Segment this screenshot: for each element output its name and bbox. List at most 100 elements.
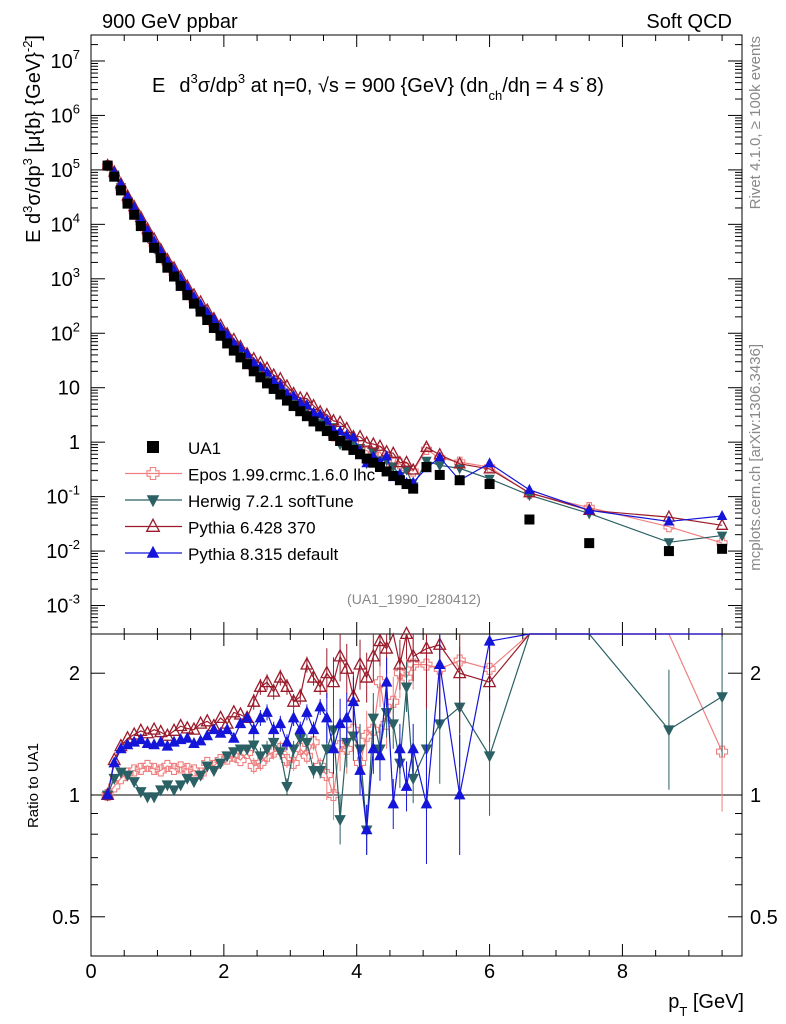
ratio-point xyxy=(273,669,288,683)
ratio-point xyxy=(387,719,400,731)
ratio-point xyxy=(108,756,121,768)
main-point xyxy=(314,408,326,419)
legend-marker xyxy=(146,495,160,508)
ratio-point xyxy=(221,723,233,735)
legend-label: Pythia 6.428 370 xyxy=(188,519,316,538)
ratio-point xyxy=(247,723,260,735)
rivet-version-label: Rivet 4.1.0, ≥ 100k events xyxy=(747,36,764,209)
ratio-point xyxy=(254,751,267,763)
ratio-point xyxy=(366,648,381,662)
ratio-point xyxy=(716,692,728,704)
ua1-point xyxy=(348,444,359,455)
y-tick-label: 10-1 xyxy=(46,483,80,509)
ratio-point xyxy=(663,725,675,737)
ratio-point xyxy=(213,709,228,724)
title-sup-3b: 3 xyxy=(238,71,245,86)
legend-marker xyxy=(146,545,160,558)
ua1-point xyxy=(388,470,399,481)
ratio-point xyxy=(208,723,220,735)
y-tick-label: 10-3 xyxy=(46,592,80,618)
ua1-point xyxy=(288,401,299,412)
main-point xyxy=(148,235,160,246)
ratio-point xyxy=(267,737,280,749)
legend-marker xyxy=(147,441,159,453)
ratio-point xyxy=(407,773,419,785)
mcplots-reference-label: mcplots.cern.ch [arXiv:1306.3436] xyxy=(747,344,764,571)
ratio-point xyxy=(387,797,400,809)
ratio-point xyxy=(294,734,307,746)
ratio-point xyxy=(141,736,154,748)
main-point xyxy=(348,431,359,442)
ua1-point xyxy=(135,221,146,232)
ua1-point xyxy=(381,466,392,477)
y-tick-labels: 10-3 10-2 10-1 1 10 102 103 104 105 106 107 xyxy=(46,47,80,618)
ratio-point xyxy=(433,719,446,731)
ratio-point xyxy=(327,742,340,754)
header-left: 900 GeV ppbar xyxy=(102,11,238,33)
ratio-point xyxy=(321,711,333,723)
ratio-tick-label-left: 2 xyxy=(69,663,80,685)
ratio-point xyxy=(373,633,387,647)
ratio-point xyxy=(115,767,127,779)
ratio-point xyxy=(483,751,496,763)
ratio-point xyxy=(347,695,360,707)
ratio-point xyxy=(208,766,220,778)
ratio-point xyxy=(367,742,380,754)
ratio-point xyxy=(334,717,346,729)
main-point xyxy=(716,531,728,542)
x-tick-label: 2 xyxy=(218,961,229,983)
x-tick-label: 8 xyxy=(617,961,628,983)
ua1-point xyxy=(454,475,465,486)
ua1-point xyxy=(401,479,412,490)
ua1-point xyxy=(195,306,206,317)
legend-label: Pythia 8.315 default xyxy=(188,545,339,564)
ratio-point xyxy=(360,823,373,835)
title-deta: /dη = 4 s xyxy=(502,75,579,97)
x-tick-label: 4 xyxy=(351,961,362,983)
ratio-point xyxy=(287,711,300,723)
ratio-point xyxy=(201,761,214,773)
ratio-point xyxy=(148,762,161,775)
ratio-point xyxy=(274,717,287,729)
ua1-point xyxy=(235,352,246,363)
main-point xyxy=(406,462,420,475)
y-tick-label: 10 xyxy=(58,378,80,400)
ratio-point xyxy=(228,731,240,743)
ratio-point xyxy=(394,742,406,754)
ratio-point xyxy=(188,777,200,789)
ratio-point xyxy=(274,747,287,759)
ratio-point xyxy=(134,762,147,775)
legend-marker xyxy=(145,517,161,532)
ratio-tick-label-right: 2 xyxy=(750,663,761,685)
ratio-point xyxy=(301,705,313,717)
y-tick-label: 10-2 xyxy=(46,537,80,563)
header-right: Soft QCD xyxy=(646,11,732,33)
main-point xyxy=(715,517,729,530)
ratio-point xyxy=(393,667,406,680)
ua1-point xyxy=(341,440,352,451)
ua1-point xyxy=(115,185,126,196)
ratio-point xyxy=(181,773,194,785)
ua1-point xyxy=(717,543,728,554)
ratio-point xyxy=(228,747,240,759)
ratio-point xyxy=(353,756,367,770)
ratio-point xyxy=(400,682,413,694)
ratio-point xyxy=(399,626,414,640)
ratio-point xyxy=(393,656,407,670)
ratio-point xyxy=(154,785,167,797)
axis-ticks xyxy=(90,34,742,956)
main-point xyxy=(122,190,133,201)
ratio-point xyxy=(135,787,147,799)
ratio-point xyxy=(247,759,260,772)
ratio-point xyxy=(267,723,280,735)
ua1-point xyxy=(142,232,153,243)
ua1-point xyxy=(162,262,173,273)
main-point xyxy=(386,445,400,458)
ratio-point xyxy=(367,713,380,725)
ratio-tick-label-left: 1 xyxy=(69,785,80,807)
ua1-point xyxy=(434,469,445,480)
ratio-point xyxy=(128,764,141,777)
ratio-point xyxy=(340,737,353,749)
ua1-point xyxy=(275,389,286,400)
ratio-line-3 xyxy=(107,633,723,830)
